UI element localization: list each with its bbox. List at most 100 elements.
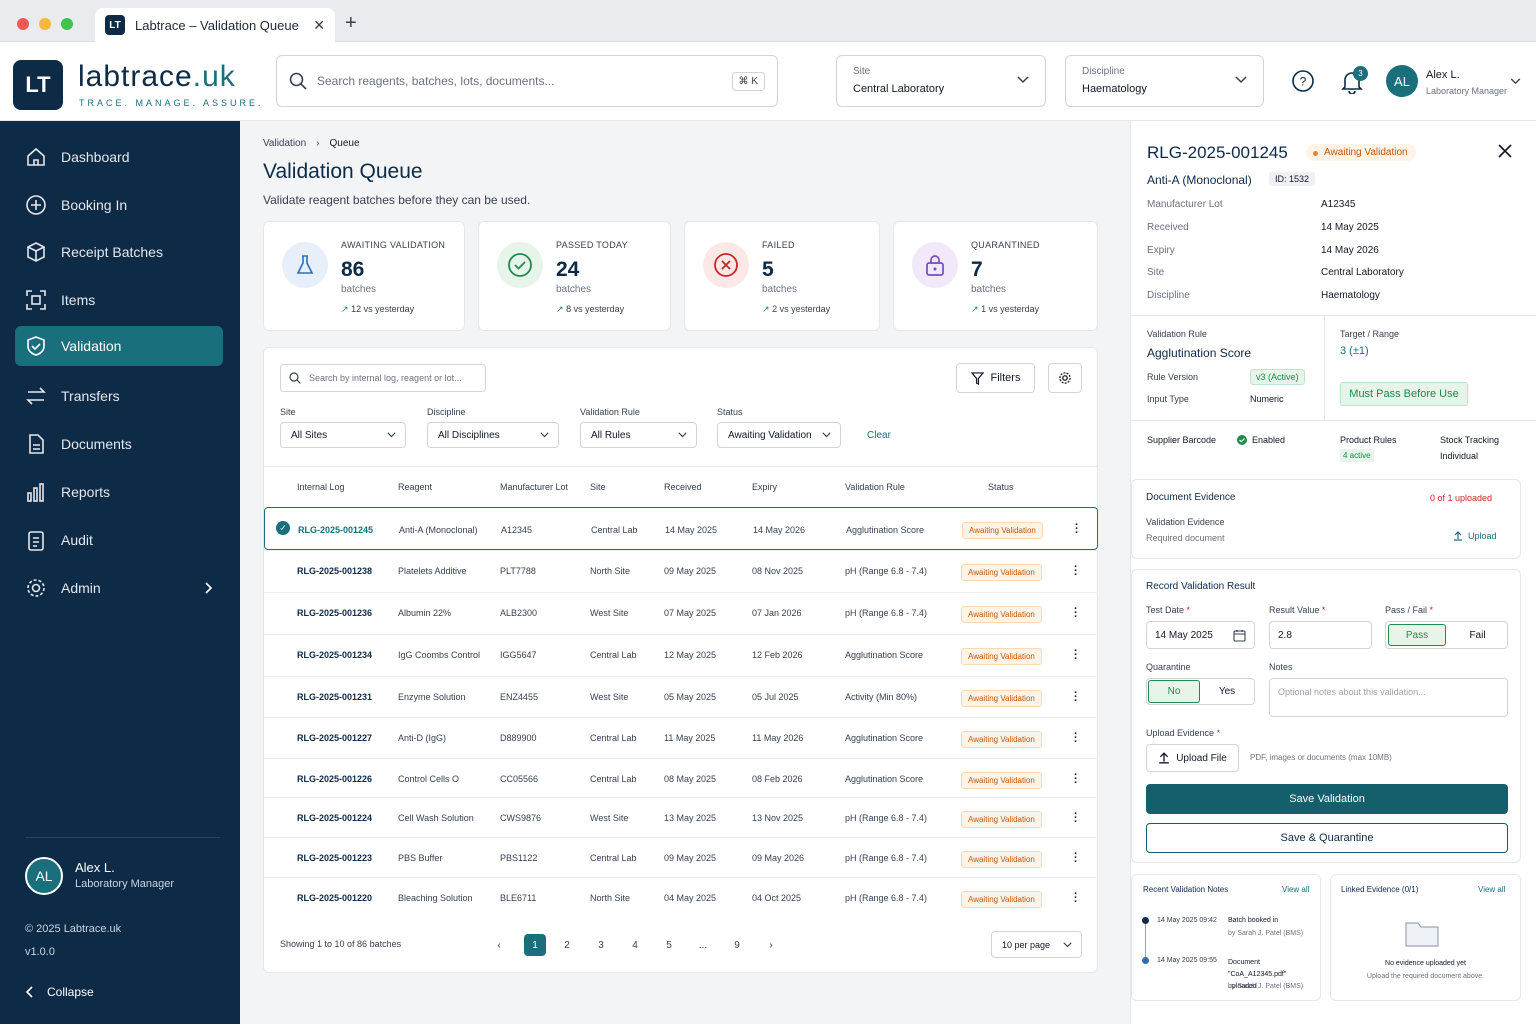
- filter-site-select[interactable]: All Sites: [280, 422, 406, 448]
- sidebar-item-documents[interactable]: Documents: [15, 424, 223, 464]
- row-actions-kebab-icon[interactable]: · · ·: [1074, 769, 1078, 789]
- col-header-site[interactable]: Site: [590, 482, 606, 492]
- col-header-internal-log[interactable]: Internal Log: [297, 482, 345, 492]
- calendar-icon[interactable]: [1233, 629, 1246, 642]
- discipline-selector[interactable]: Discipline Haematology: [1065, 55, 1264, 107]
- table-row[interactable]: RLG-2025-001220 Bleaching Solution BLE6711…: [264, 877, 1098, 917]
- sidebar-item-items[interactable]: Items: [15, 280, 223, 320]
- row-actions-kebab-icon[interactable]: · · ·: [1074, 808, 1078, 828]
- evidence-upload-link[interactable]: Upload: [1453, 531, 1497, 541]
- pagination-page-9[interactable]: 9: [734, 939, 740, 951]
- table-row[interactable]: RLG-2025-001231 Enzyme Solution ENZ4455 Wes…: [264, 676, 1098, 716]
- linked-evidence-view-all[interactable]: View all: [1478, 885, 1506, 894]
- close-window-button[interactable]: [17, 18, 29, 30]
- stat-card-failed[interactable]: FAILED 5 batches ↗ 2 vs yesterday: [684, 221, 880, 331]
- table-row[interactable]: RLG-2025-001227 Anti-D (IgG) D889900 Centra…: [264, 717, 1098, 757]
- site-selector[interactable]: Site Central Laboratory: [836, 55, 1046, 107]
- sidebar-item-audit[interactable]: Audit: [15, 520, 223, 560]
- save-validation-button[interactable]: Save Validation: [1146, 784, 1508, 814]
- browser-tab[interactable]: LT Labtrace – Validation Queue ✕: [95, 8, 335, 42]
- cell-internal-log[interactable]: RLG-2025-001226: [297, 774, 373, 784]
- table-row[interactable]: RLG-2025-001223 PBS Buffer PBS1122 Central …: [264, 837, 1098, 877]
- stat-card-quarantined[interactable]: QUARANTINED 7 batches ↗ 1 vs yesterday: [893, 221, 1098, 331]
- col-header-manufacturer-lot[interactable]: Manufacturer Lot: [500, 482, 569, 492]
- minimize-window-button[interactable]: [39, 18, 51, 30]
- filters-button[interactable]: Filters: [956, 363, 1035, 393]
- tab-close-icon[interactable]: ✕: [313, 16, 325, 33]
- sidebar-item-receipt-batches[interactable]: Receipt Batches: [15, 232, 223, 272]
- cell-internal-log[interactable]: RLG-2025-001223: [297, 853, 373, 863]
- quarantine-no-option[interactable]: No: [1148, 680, 1200, 703]
- queue-search-input[interactable]: Search by internal log, reagent or lot..…: [280, 364, 486, 392]
- filter-status-select[interactable]: Awaiting Validation: [717, 422, 841, 448]
- col-header-reagent[interactable]: Reagent: [398, 482, 433, 492]
- row-actions-kebab-icon[interactable]: · · ·: [1074, 645, 1078, 665]
- stat-card-awaiting[interactable]: AWAITING VALIDATION 86 batches ↗ 12 vs y…: [263, 221, 465, 331]
- cell-internal-log[interactable]: RLG-2025-001220: [297, 893, 373, 903]
- filter-discipline-select[interactable]: All Disciplines: [427, 422, 559, 448]
- pagination-page-1[interactable]: 1: [524, 934, 546, 956]
- sidebar-user-avatar[interactable]: AL: [25, 857, 63, 895]
- test-date-input[interactable]: 14 May 2025: [1146, 621, 1255, 649]
- sidebar-item-transfers[interactable]: Transfers: [15, 376, 223, 416]
- pagination-page-4[interactable]: 4: [632, 939, 638, 951]
- row-actions-kebab-icon[interactable]: · · ·: [1074, 687, 1078, 707]
- cell-internal-log[interactable]: RLG-2025-001227: [297, 733, 373, 743]
- pass-option[interactable]: Pass: [1388, 624, 1446, 646]
- cell-internal-log[interactable]: RLG-2025-001234: [297, 650, 373, 660]
- new-tab-icon[interactable]: +: [345, 12, 357, 34]
- per-page-select[interactable]: 10 per page: [991, 931, 1082, 958]
- cell-internal-log[interactable]: RLG-2025-001245: [298, 525, 374, 535]
- row-actions-kebab-icon[interactable]: · · ·: [1074, 561, 1078, 581]
- rule-version-label: Rule Version: [1147, 372, 1199, 382]
- cell-internal-log[interactable]: RLG-2025-001231: [297, 692, 373, 702]
- table-row[interactable]: RLG-2025-001236 Albumin 22% ALB2300 West Si…: [264, 592, 1098, 632]
- sidebar-item-reports[interactable]: Reports: [15, 472, 223, 512]
- collapse-sidebar-button[interactable]: Collapse: [25, 985, 94, 999]
- pagination-page-5[interactable]: 5: [666, 939, 672, 951]
- table-row[interactable]: RLG-2025-001224 Cell Wash Solution CWS9876…: [264, 797, 1098, 837]
- user-avatar[interactable]: AL: [1386, 65, 1418, 97]
- sidebar-item-dashboard[interactable]: Dashboard: [15, 137, 223, 177]
- upload-file-button[interactable]: Upload File: [1146, 744, 1239, 772]
- table-row[interactable]: RLG-2025-001226 Control Cells O CC05566 Cen…: [264, 758, 1098, 798]
- table-row[interactable]: RLG-2025-001238 Platelets Additive PLT7788…: [264, 550, 1098, 590]
- save-quarantine-button[interactable]: Save & Quarantine: [1146, 823, 1508, 853]
- col-header-validation-rule[interactable]: Validation Rule: [845, 482, 905, 492]
- recent-notes-view-all[interactable]: View all: [1282, 885, 1310, 894]
- row-actions-kebab-icon[interactable]: · · ·: [1074, 848, 1078, 868]
- table-row[interactable]: RLG-2025-001234 IgG Coombs Control IGG5647…: [264, 634, 1098, 674]
- pagination-next-icon[interactable]: ›: [769, 939, 773, 951]
- col-header-expiry[interactable]: Expiry: [752, 482, 778, 492]
- sidebar-item-validation[interactable]: Validation: [15, 326, 223, 366]
- user-menu-chevron-down-icon[interactable]: [1510, 78, 1521, 85]
- cell-internal-log[interactable]: RLG-2025-001238: [297, 566, 373, 576]
- sidebar-item-booking-in[interactable]: Booking In: [15, 185, 223, 225]
- cell-internal-log[interactable]: RLG-2025-001224: [297, 813, 373, 823]
- row-actions-kebab-icon[interactable]: · · ·: [1074, 603, 1078, 623]
- row-actions-kebab-icon[interactable]: · · ·: [1075, 519, 1079, 539]
- fail-option[interactable]: Fail: [1469, 629, 1486, 641]
- maximize-window-button[interactable]: [61, 18, 73, 30]
- table-settings-button[interactable]: [1048, 363, 1082, 393]
- quarantine-yes-option[interactable]: Yes: [1218, 686, 1236, 697]
- breadcrumb-validation[interactable]: Validation: [263, 138, 307, 149]
- cell-internal-log[interactable]: RLG-2025-001236: [297, 608, 373, 618]
- pagination-prev-icon[interactable]: ‹: [497, 939, 501, 951]
- clear-filters-link[interactable]: Clear: [867, 430, 891, 441]
- close-icon[interactable]: [1498, 144, 1512, 158]
- global-search-input[interactable]: Search reagents, batches, lots, document…: [276, 55, 778, 107]
- row-actions-kebab-icon[interactable]: · · ·: [1074, 728, 1078, 748]
- sidebar-item-admin[interactable]: Admin: [15, 568, 223, 608]
- row-actions-kebab-icon[interactable]: · · ·: [1074, 888, 1078, 908]
- col-header-status[interactable]: Status: [988, 482, 1014, 492]
- table-row[interactable]: ✓ RLG-2025-001245 Anti-A (Monoclonal) A1234…: [264, 507, 1098, 550]
- help-icon[interactable]: ?: [1292, 70, 1314, 92]
- pagination-page-3[interactable]: 3: [598, 939, 604, 951]
- stat-card-passed[interactable]: PASSED TODAY 24 batches ↗ 8 vs yesterday: [478, 221, 671, 331]
- pagination-page-2[interactable]: 2: [564, 939, 570, 951]
- notes-textarea[interactable]: Optional notes about this validation...: [1269, 678, 1508, 717]
- col-header-received[interactable]: Received: [664, 482, 702, 492]
- filter-rule-select[interactable]: All Rules: [580, 422, 697, 448]
- result-value-input[interactable]: 2.8: [1269, 621, 1372, 649]
